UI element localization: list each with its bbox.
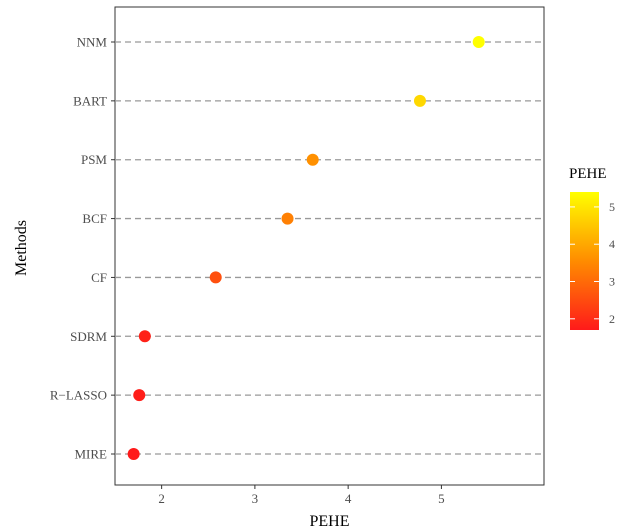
x-axis-title: PEHE [310, 513, 350, 530]
y-axis-title: Methods [13, 220, 30, 276]
y-tick-marks [111, 41, 115, 455]
legend-tick-label: 5 [609, 200, 615, 214]
data-point [127, 448, 140, 460]
data-point [138, 330, 151, 343]
data-point [281, 212, 294, 225]
guide-lines [115, 41, 544, 455]
x-tick-label: 5 [438, 491, 445, 506]
x-tick-label: 2 [158, 491, 165, 506]
legend-ticks: 2 3 4 5 [570, 200, 615, 326]
legend-tick-label: 3 [609, 275, 615, 289]
data-point [413, 94, 426, 107]
y-tick-label: SDRM [70, 329, 107, 344]
legend-colorbar [570, 192, 599, 330]
x-tick-marks [161, 485, 442, 489]
panel-border [114, 6, 545, 486]
y-tick-label: BART [73, 93, 107, 108]
legend-title: PEHE [569, 166, 607, 182]
x-tick-label: 4 [345, 491, 352, 506]
y-tick-label: CF [91, 270, 107, 285]
legend-tick-label: 4 [609, 237, 615, 251]
y-tick-label: MIRE [75, 447, 108, 462]
data-points [127, 36, 485, 460]
y-tick-label: NNM [77, 35, 108, 50]
y-tick-label: BCF [82, 211, 107, 226]
legend-tick-label: 2 [609, 312, 615, 326]
data-point [306, 153, 319, 166]
x-tick-label: 3 [252, 491, 259, 506]
x-tick-labels: 2 3 4 5 [158, 491, 444, 506]
data-point [133, 389, 146, 402]
y-tick-label: PSM [81, 152, 107, 167]
data-point [472, 36, 485, 48]
y-tick-labels: NNM BART PSM BCF CF SDRM R−LASSO MIRE [50, 35, 108, 462]
data-point [209, 271, 222, 284]
y-tick-label: R−LASSO [50, 388, 107, 403]
color-legend: PEHE 2 3 4 5 [569, 166, 615, 330]
